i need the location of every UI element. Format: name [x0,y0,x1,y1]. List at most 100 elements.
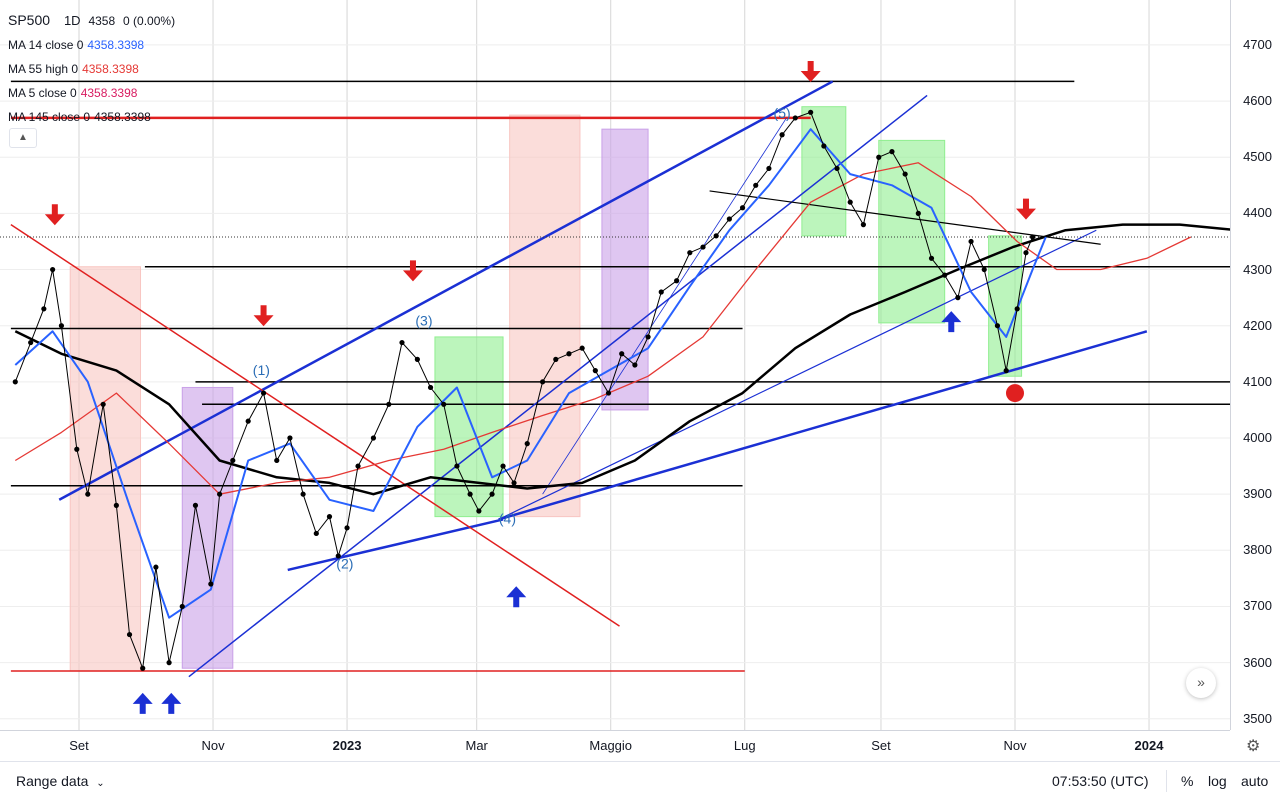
chevron-down-icon: ⌄ [96,778,105,789]
indicator-value: 4358.3398 [94,110,151,124]
indicator-label: MA 14 close 0 [8,38,84,52]
ma-55-series [14,162,1192,495]
pink-zone [509,114,581,518]
price-point [915,210,921,216]
y-tick-label: 3700 [1243,598,1272,614]
price-point [28,339,34,346]
price-point [553,356,559,362]
arrow-shape [253,305,274,327]
y-tick-label: 4400 [1243,205,1272,221]
trend-line [58,80,834,501]
blue-up-arrow-icon [941,311,962,333]
chevron-up-icon[interactable]: ▲ [9,128,37,148]
price-point [427,384,434,391]
price-point [766,165,772,172]
trend-line [287,518,504,572]
scroll-to-realtime-button[interactable]: » [1186,668,1216,698]
arrow-shape [402,260,423,282]
price-point [399,339,405,346]
indicator-value: 4358.3398 [80,86,138,100]
price-point [1003,368,1009,374]
gear-icon[interactable]: ⚙ [1246,738,1261,755]
indicator-list: MA 14 close 0 4358.3398 MA 55 high 0 4358.3… [8,33,175,129]
change-value: 0 (0.00%) [123,14,176,28]
y-tick-label: 3500 [1243,710,1272,726]
arrow-shape [132,692,153,714]
trend-line [498,330,1148,521]
price-axis[interactable]: 3500 3600 3700 3800 3900 4000 4100 4200 4300 4400… [1230,0,1280,730]
price-point [208,581,214,587]
price-point [140,665,146,671]
interval-label[interactable]: 1D [63,13,81,28]
x-tick-label: Set [69,738,89,753]
indicator-row[interactable]: MA 14 close 0 4358.3398 [8,33,175,57]
y-tick-label: 4300 [1243,261,1272,277]
log-toggle[interactable]: log [1208,773,1227,789]
price-point [632,362,638,368]
indicator-value: 4358.3398 [87,38,145,52]
price-point [579,345,585,351]
price-point [739,205,746,211]
price-point [674,278,680,284]
price-point [344,525,350,531]
price-chart[interactable]: (1) (2) (3) (4) (5) [0,0,1248,730]
pink-zone [69,266,142,672]
x-tick-label: Lug [733,738,756,753]
wave-label: (3) [415,313,432,329]
price-point [476,508,482,514]
percent-toggle[interactable]: % [1181,773,1194,789]
arrow-shape [44,204,65,226]
x-tick-label: 2024 [1134,738,1164,753]
x-tick-label: Mar [465,738,488,753]
price-point [1023,250,1029,256]
price-point [605,390,612,396]
price-point [834,165,840,172]
indicator-label: MA 5 close 0 [8,86,77,100]
price-point [50,266,56,273]
red-down-arrow-icon [402,260,423,282]
price-point [454,463,460,469]
y-tick-label: 4500 [1243,149,1272,165]
price-point [540,379,546,385]
price-point [511,480,517,486]
price-point [592,368,598,374]
arrow-shape [800,61,821,82]
y-tick-label: 3800 [1243,542,1272,558]
legend-title-row: SP500 1D 4358 0 (0.00%) [8,8,175,33]
price-point [245,418,251,424]
price-point [726,216,732,222]
time-axis[interactable]: Set Nov 2023 Mar Maggio Lug Set Nov 2024 [0,730,1230,761]
price-point [821,143,827,149]
chart-pane[interactable]: (1) (2) (3) (4) (5) SP500 1D 4358 0 (0.00%) … [0,0,1248,730]
price-point [876,154,882,160]
indicator-row[interactable]: MA 145 close 0 4358.3398 [8,105,175,129]
price-point [326,514,333,520]
price-point [902,171,908,177]
price-point [524,441,530,447]
blue-up-arrow-icon [506,586,527,608]
green-zone [434,336,504,518]
sp500-series [14,111,1034,669]
price-point [860,222,866,228]
indicator-row[interactable]: MA 5 close 0 4358.3398 [8,81,175,105]
price-point [414,356,420,362]
price-point [619,351,625,357]
price-point [441,401,447,407]
auto-toggle[interactable]: auto [1241,773,1269,789]
wave-label: (2) [336,555,353,571]
price-point [74,446,80,452]
x-tick-label: Set [871,738,891,753]
indicator-row[interactable]: MA 55 high 0 4358.3398 [8,57,175,81]
price-point [153,564,159,570]
range-data-button[interactable]: Range data ⌄ [16,773,105,789]
price-point [467,491,473,497]
price-point [335,553,341,559]
price-point [300,491,306,497]
symbol-name[interactable]: SP500 [8,12,51,28]
y-tick-label: 4100 [1243,373,1272,389]
range-data-label: Range data [16,773,89,789]
price-point [85,491,91,497]
indicator-value: 4358.3398 [82,62,139,76]
price-point [994,323,1001,329]
price-point [792,115,798,121]
